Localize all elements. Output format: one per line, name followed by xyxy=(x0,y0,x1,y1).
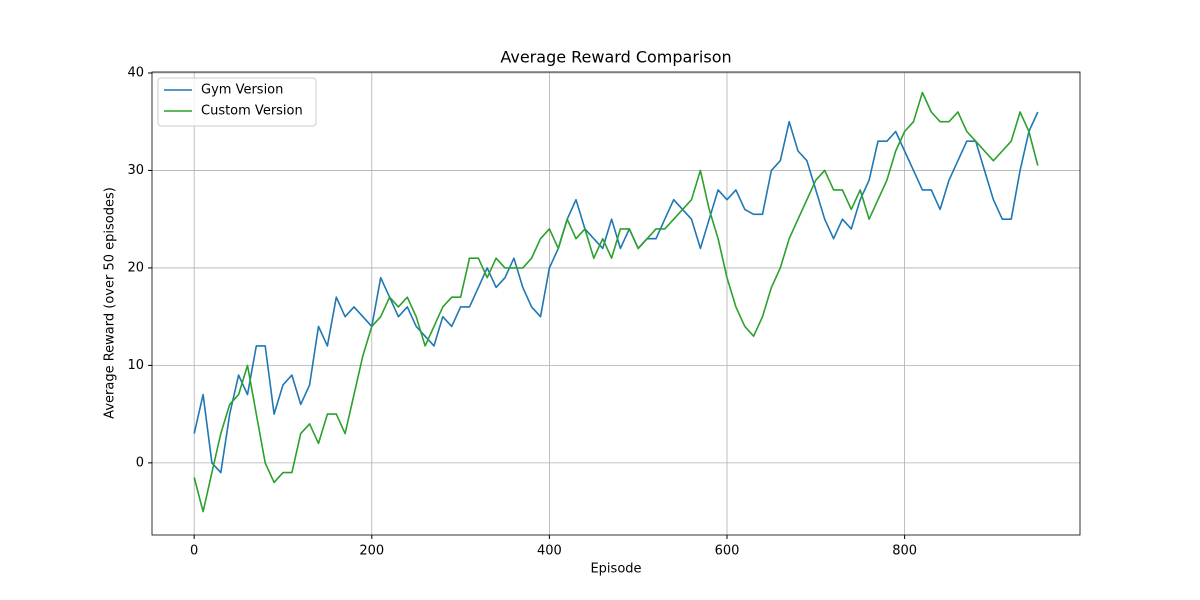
y-tick-label: 40 xyxy=(127,65,144,80)
y-tick-label: 10 xyxy=(127,358,144,373)
x-tick-label: 200 xyxy=(359,544,384,559)
y-tick-label: 20 xyxy=(127,260,144,275)
x-tick-label: 0 xyxy=(190,544,198,559)
y-tick-label: 30 xyxy=(127,163,144,178)
plot-frame xyxy=(151,71,1081,536)
y-axis-label: Average Reward (over 50 episodes) xyxy=(103,187,118,419)
x-tick-label: 600 xyxy=(715,544,740,559)
chart-title: Average Reward Comparison xyxy=(500,48,731,67)
x-tick-label: 800 xyxy=(892,544,917,559)
legend-label: Custom Version xyxy=(201,104,303,119)
legend-label: Gym Version xyxy=(201,83,283,98)
series-line xyxy=(193,91,1039,513)
legend-box xyxy=(157,77,317,127)
series-line xyxy=(193,111,1039,474)
y-tick-label: 0 xyxy=(136,455,144,470)
x-tick-label: 400 xyxy=(537,544,562,559)
x-axis-label: Episode xyxy=(590,562,641,577)
